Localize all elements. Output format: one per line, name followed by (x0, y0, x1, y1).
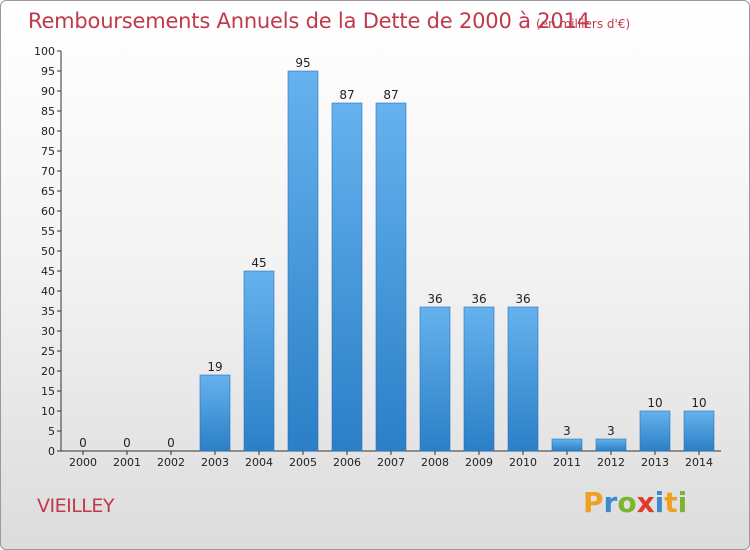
x-tick-label-2004: 2004 (245, 456, 273, 469)
y-tick-label: 25 (41, 345, 55, 358)
x-tick-label-2003: 2003 (201, 456, 229, 469)
data-label-2006: 87 (339, 88, 354, 102)
x-tick-label-2014: 2014 (685, 456, 713, 469)
y-tick-label: 55 (41, 225, 55, 238)
y-tick-label: 50 (41, 245, 55, 258)
y-tick-label: 80 (41, 125, 55, 138)
bar-2011 (551, 438, 583, 452)
chart-axes: 0510152025303540455055606570758085909510… (34, 45, 721, 458)
y-tick-label: 15 (41, 385, 55, 398)
y-tick-label: 10 (41, 405, 55, 418)
x-tick-label-2012: 2012 (597, 456, 625, 469)
chart-bars (199, 70, 715, 452)
y-tick-label: 30 (41, 325, 55, 338)
y-tick-label: 95 (41, 65, 55, 78)
data-label-2003: 19 (207, 360, 222, 374)
town-name: VIEILLEY (37, 495, 115, 517)
bar-2012 (595, 438, 627, 452)
x-tick-label-2007: 2007 (377, 456, 405, 469)
chart-title-text: Remboursements Annuels de la Dette de 20… (28, 9, 590, 33)
bar-2014 (683, 410, 715, 452)
y-tick-label: 20 (41, 365, 55, 378)
x-tick-label-2009: 2009 (465, 456, 493, 469)
data-label-2009: 36 (471, 292, 486, 306)
x-tick-label-2001: 2001 (113, 456, 141, 469)
y-tick-label: 60 (41, 205, 55, 218)
x-tick-label-2000: 2000 (69, 456, 97, 469)
data-label-2013: 10 (647, 396, 662, 410)
y-tick-label: 65 (41, 185, 55, 198)
x-tick-label-2011: 2011 (553, 456, 581, 469)
data-label-2000: 0 (79, 436, 87, 450)
bar-2013 (639, 410, 671, 452)
chart-unit: (en milliers d'€) (536, 17, 631, 31)
data-label-2011: 3 (563, 424, 571, 438)
bar-2004 (243, 270, 275, 452)
y-tick-label: 90 (41, 85, 55, 98)
proxiti-logo[interactable]: Proxiti (583, 486, 688, 519)
y-tick-label: 5 (48, 425, 55, 438)
x-tick-label-2010: 2010 (509, 456, 537, 469)
y-tick-label: 40 (41, 285, 55, 298)
data-label-2007: 87 (383, 88, 398, 102)
bar-2006 (331, 102, 363, 452)
data-label-2001: 0 (123, 436, 131, 450)
x-tick-label-2006: 2006 (333, 456, 361, 469)
data-label-2002: 0 (167, 436, 175, 450)
bar-2009 (463, 306, 495, 452)
data-label-2004: 45 (251, 256, 266, 270)
x-tick-label-2008: 2008 (421, 456, 449, 469)
x-tick-label-2013: 2013 (641, 456, 669, 469)
y-tick-label: 45 (41, 265, 55, 278)
y-tick-label: 85 (41, 105, 55, 118)
data-label-2012: 3 (607, 424, 615, 438)
data-label-2010: 36 (515, 292, 530, 306)
bar-2008 (419, 306, 451, 452)
bar-2007 (375, 102, 407, 452)
chart-title: Remboursements Annuels de la Dette de 20… (28, 9, 590, 33)
x-tick-label-2005: 2005 (289, 456, 317, 469)
chart-labels: 2000 0 2001 0 2002 0 2003 19 2004 45 2005 95 2006 87 2… (69, 56, 713, 469)
y-tick-label: 35 (41, 305, 55, 318)
y-tick-label: 0 (48, 445, 55, 458)
bar-2010 (507, 306, 539, 452)
data-label-2014: 10 (691, 396, 706, 410)
y-tick-label: 100 (34, 45, 55, 58)
y-tick-label: 70 (41, 165, 55, 178)
x-tick-label-2002: 2002 (157, 456, 185, 469)
bar-2003 (199, 374, 231, 452)
data-label-2005: 95 (295, 56, 310, 70)
data-label-2008: 36 (427, 292, 442, 306)
y-tick-label: 75 (41, 145, 55, 158)
bar-2005 (287, 70, 319, 452)
